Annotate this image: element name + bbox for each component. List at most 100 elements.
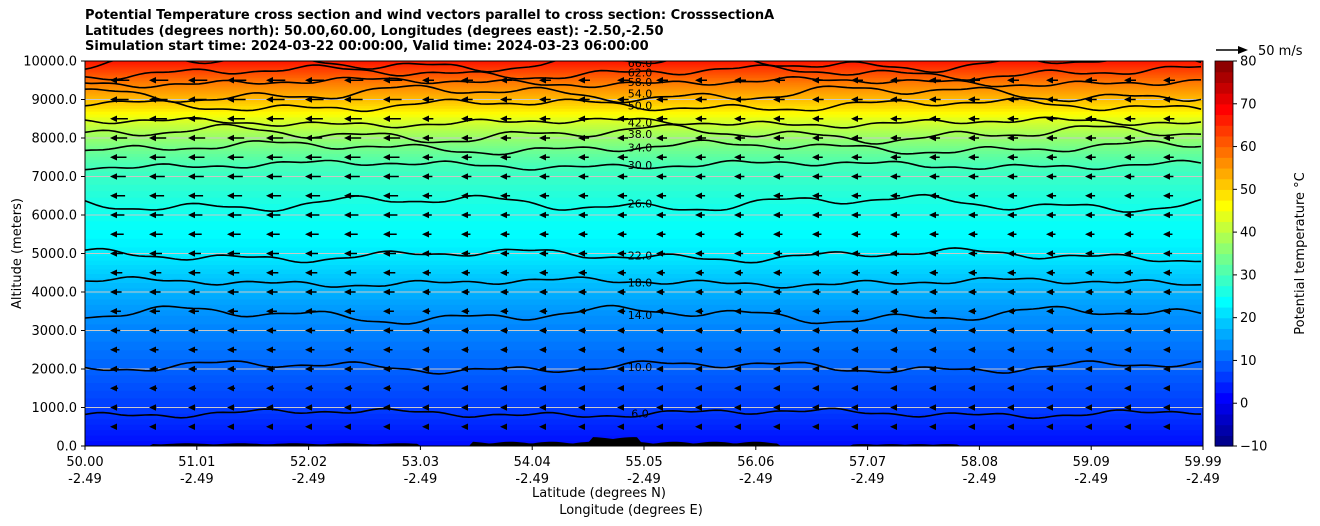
temperature-band bbox=[85, 435, 1203, 442]
temperature-band bbox=[85, 119, 1203, 124]
wind-vector-head bbox=[656, 346, 663, 353]
wind-vector-head bbox=[968, 346, 975, 353]
wind-vector-head bbox=[227, 288, 234, 296]
wind-vector-head bbox=[188, 154, 195, 161]
wind-vector-head bbox=[617, 327, 624, 334]
wind-vector-head bbox=[773, 231, 780, 238]
x-axis-label-lat: Latitude (degrees N) bbox=[532, 486, 666, 501]
wind-vector-head bbox=[890, 173, 897, 180]
wind-vector-head bbox=[461, 173, 468, 180]
x-tick-label-lat: 50.00 bbox=[66, 455, 103, 470]
wind-vector-head bbox=[383, 173, 390, 180]
wind-vector-head bbox=[890, 250, 897, 257]
wind-vector-head bbox=[500, 365, 507, 373]
wind-vector-head bbox=[227, 115, 234, 122]
wind-vector-head bbox=[1085, 154, 1092, 161]
wind-vector-head bbox=[1163, 115, 1170, 122]
temperature-band bbox=[85, 159, 1203, 163]
contour-line bbox=[85, 193, 1202, 213]
colorbar-segment bbox=[1215, 349, 1233, 362]
colorbar-segment bbox=[1215, 253, 1233, 265]
contour-line bbox=[85, 304, 1202, 325]
wind-vector-head bbox=[1046, 134, 1053, 142]
wind-vector-head bbox=[851, 327, 858, 334]
wind-vector-head bbox=[1046, 173, 1053, 180]
temperature-band bbox=[85, 238, 1203, 248]
wind-vector-head bbox=[539, 346, 546, 353]
temperature-band bbox=[85, 293, 1203, 300]
wind-vector-head bbox=[461, 385, 468, 392]
temperature-band bbox=[85, 128, 1203, 131]
wind-vector-head bbox=[149, 404, 156, 411]
x-tick-label-lat: 58.08 bbox=[961, 455, 998, 470]
temperature-band bbox=[85, 382, 1203, 391]
wind-vector-head bbox=[734, 308, 741, 315]
wind-vector-head bbox=[110, 327, 117, 334]
wind-vector-head bbox=[266, 423, 273, 430]
wind-vector-head bbox=[812, 115, 819, 122]
wind-vector-head bbox=[422, 192, 429, 199]
wind-vector-head bbox=[344, 211, 351, 219]
colorbar-segment bbox=[1215, 392, 1233, 404]
wind-vector-head bbox=[500, 115, 507, 122]
wind-vector-head bbox=[1085, 231, 1092, 238]
wind-vector-head bbox=[851, 134, 858, 142]
wind-vector-head bbox=[1007, 404, 1014, 411]
wind-vector-head bbox=[227, 231, 234, 238]
wind-vector-head bbox=[149, 250, 156, 257]
wind-vector-head bbox=[422, 154, 429, 161]
wind-vector-head bbox=[383, 385, 390, 392]
wind-vector-head bbox=[188, 404, 195, 411]
wind-vector-head bbox=[1124, 269, 1131, 276]
wind-vector-head bbox=[773, 269, 780, 276]
wind-vector-head bbox=[812, 404, 819, 411]
wind-vector-head bbox=[929, 269, 936, 276]
wind-vector-head bbox=[344, 365, 351, 373]
contour-label: 26.0 bbox=[628, 197, 653, 210]
wind-vector-head bbox=[383, 308, 390, 315]
wind-vector-head bbox=[617, 365, 624, 373]
y-tick-label: 3000.0 bbox=[32, 324, 78, 339]
wind-vector-head bbox=[500, 346, 507, 353]
wind-vector-head bbox=[851, 308, 858, 315]
colorbar-segment bbox=[1215, 178, 1233, 190]
wind-vector-head bbox=[305, 173, 312, 180]
wind-vector-head bbox=[500, 250, 507, 257]
wind-vector-head bbox=[968, 404, 975, 411]
wind-vector-head bbox=[1085, 211, 1092, 219]
temperature-band bbox=[85, 162, 1203, 166]
wind-vector-head bbox=[305, 77, 312, 84]
temperature-band bbox=[85, 246, 1203, 257]
wind-vector-head bbox=[539, 404, 546, 411]
wind-vector-head bbox=[617, 211, 624, 219]
wind-vector-head bbox=[539, 192, 546, 199]
temperature-band bbox=[85, 95, 1203, 99]
wind-vector-head bbox=[1163, 96, 1170, 103]
wind-vector-head bbox=[266, 385, 273, 392]
temperature-band bbox=[85, 309, 1203, 316]
wind-vector-head bbox=[1007, 327, 1014, 334]
wind-vector-head bbox=[929, 423, 936, 430]
contour-line bbox=[85, 75, 1201, 89]
wind-vector-head bbox=[305, 211, 312, 219]
wind-vector-head bbox=[578, 192, 585, 199]
colorbar-tick-label: 50 bbox=[1240, 183, 1257, 198]
wind-vector-head bbox=[1046, 327, 1053, 334]
x-tick-label-lon: -2.49 bbox=[1186, 472, 1220, 487]
temperature-band bbox=[85, 99, 1203, 103]
x-tick-label-lat: 55.05 bbox=[625, 455, 662, 470]
wind-vector-head bbox=[383, 96, 390, 103]
x-axis-label-lon: Longitude (degrees E) bbox=[559, 503, 703, 518]
wind-vector-head bbox=[578, 365, 585, 373]
wind-vector-head bbox=[227, 173, 234, 180]
wind-vector-head bbox=[1124, 250, 1131, 257]
wind-vector-head bbox=[578, 288, 585, 296]
wind-vector-head bbox=[539, 134, 546, 142]
wind-vector-head bbox=[968, 231, 975, 238]
wind-vector-head bbox=[695, 346, 702, 353]
wind-vector-head bbox=[929, 96, 936, 103]
wind-vector-head bbox=[383, 269, 390, 276]
wind-vector-head bbox=[422, 308, 429, 315]
wind-vector-head bbox=[968, 423, 975, 430]
colorbar-segment bbox=[1215, 435, 1233, 447]
